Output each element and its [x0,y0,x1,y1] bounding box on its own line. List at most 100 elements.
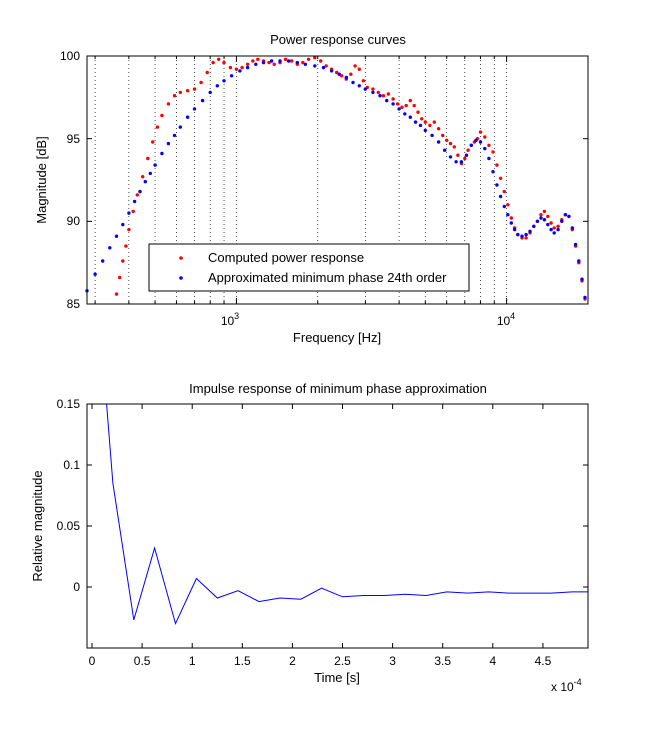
computed-response-point [552,226,556,230]
approximated-response-point [454,160,458,164]
computed-response-point [395,102,400,106]
computed-response-point [324,64,328,68]
approximated-response-point [127,211,131,215]
computed-response-point [256,57,260,61]
computed-response-point [391,97,395,101]
computed-response-point [192,87,197,91]
computed-response-point [376,90,380,95]
approximated-response-point [222,79,226,83]
approximated-response-point [363,87,367,91]
approximated-response-point [512,227,517,232]
computed-response-point [172,94,177,98]
computed-response-point [205,70,209,75]
plot1-xtick-label-1e3: 103 [221,311,239,328]
computed-response-point [267,60,271,65]
plot2-ytick-label: 0.15 [57,397,81,411]
computed-response-point [381,94,386,98]
approximated-response-point [261,60,266,65]
legend-marker-blue [179,276,183,280]
impulse-response-line [106,404,588,626]
approximated-response-point [114,234,119,238]
approximated-response-point [344,75,348,80]
computed-response-point [404,103,408,108]
plot1-marks [85,56,587,301]
computed-response-point [416,110,420,114]
computed-response-point [166,102,171,106]
plot2-axes-box [86,403,589,649]
computed-response-point [199,80,203,85]
computed-response-point [445,138,449,142]
plot1-ticks [87,55,589,305]
computed-response-point [245,62,250,66]
approximated-response-point [430,133,434,138]
legend-label-computed: Computed power response [208,250,364,265]
approximated-response-point [200,98,205,103]
computed-response-point [466,148,470,152]
computed-response-point [306,57,311,61]
plot2-ytick-label: 0.05 [57,519,81,533]
computed-response-point [432,120,436,124]
approximated-response-point [132,199,137,204]
approximated-response-point [483,146,487,151]
computed-response-point [441,133,445,138]
approximated-response-point [108,246,112,250]
approximated-response-point [185,115,190,119]
computed-response-point [121,259,125,263]
computed-response-point [313,56,317,60]
approximated-response-point [552,231,556,235]
computed-response-point [339,74,344,78]
approximated-response-point [464,153,469,157]
power-response-plot: Power response curves 85 90 95 100 103 1… [34,32,589,345]
approximated-response-point [254,62,258,66]
approximated-response-point [192,107,197,111]
plot2-xtick-label: 3.5 [434,654,451,668]
computed-response-point [408,98,412,103]
approximated-response-point [520,234,524,238]
approximated-response-point [385,98,389,103]
approximated-response-point [413,120,418,124]
computed-response-point [495,163,499,167]
computed-response-point [135,193,139,197]
approximated-response-point [101,259,105,263]
plot2-title: Impulse response of minimum phase approx… [189,381,487,396]
approximated-response-point [329,69,334,73]
computed-response-point [361,79,366,83]
approximated-response-point [178,125,182,129]
plot2-xtick-label: 4 [489,654,496,668]
approximated-response-point [93,272,97,276]
computed-response-point [400,105,404,110]
approximated-response-point [286,59,291,63]
computed-response-point [146,156,150,161]
computed-response-point [319,59,323,63]
computed-response-point [423,120,427,124]
approximated-response-point [573,242,578,247]
approximated-response-point [403,112,407,116]
plot2-xtick-label: 1.5 [234,654,251,668]
computed-response-point [502,189,506,194]
approximated-response-point [229,74,234,78]
approximated-response-point [408,115,412,119]
computed-response-point [185,89,190,93]
approximated-response-point [397,107,401,111]
approximated-response-point [532,224,536,228]
approximated-response-point [153,163,157,167]
approximated-response-point [378,94,382,98]
computed-response-point [131,209,135,214]
legend-label-approximated: Approximated minimum phase 24th order [208,270,447,285]
approximated-response-point [516,232,520,237]
plot1-ytick-label: 100 [60,49,80,63]
plot2-ytick-label: 0.1 [63,458,80,472]
computed-response-point [420,117,424,121]
computed-response-point [357,67,361,71]
plot1-grid [94,56,589,304]
plot2-xtick-label: 2 [289,654,296,668]
approximated-response-point [580,277,584,281]
plot2-x-multiplier: x 10-4 [551,677,582,694]
impulse-response-plot: Impulse response of minimum phase approx… [30,381,589,694]
approximated-response-point [478,140,483,144]
approximated-response-point [215,84,219,88]
approximated-response-point [357,84,361,88]
computed-response-point [141,175,145,179]
plot2-ytick-label: 0 [73,580,80,594]
approximated-response-point [570,226,574,230]
